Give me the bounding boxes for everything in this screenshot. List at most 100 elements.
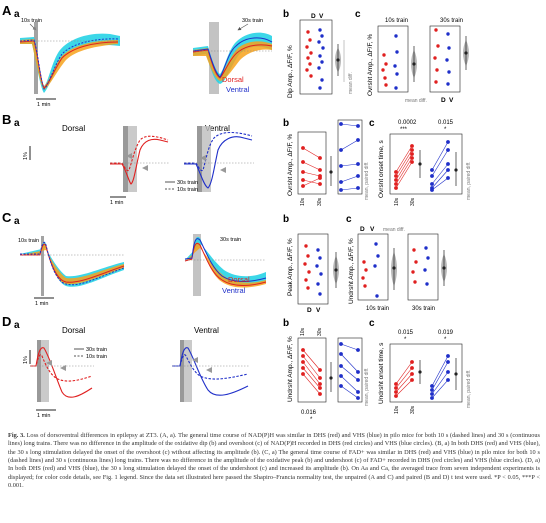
- data-point: [383, 76, 387, 80]
- panel-C-c-ylabel: Undrsht Amp., ΔF/F, %: [348, 238, 355, 304]
- panel-B-stim-bar-dorsal-dark: [123, 126, 128, 192]
- panel-C-dorsal-trace-30s: [184, 242, 267, 286]
- panel-D-c-ventral-pairs: [430, 354, 450, 400]
- panel-D-ventral-30s: [172, 347, 249, 396]
- panel-D-dorsal-10s: [30, 354, 93, 382]
- panel-B-c-p-left-stars: ***: [400, 127, 408, 133]
- panel-B-b-mean-diff-label: mean, paired diff.: [364, 161, 370, 200]
- panel-D-c-dorsal-pairs: [394, 360, 414, 398]
- panel-D-legend-10s: 10s train: [86, 354, 107, 360]
- panel-A-b-mean-diff: [335, 40, 345, 82]
- data-point: [394, 86, 398, 90]
- data-point: [435, 68, 439, 72]
- data-point: [384, 83, 388, 87]
- panel-C-c-10s-title: 10s train: [366, 306, 389, 312]
- panel-A-30s-arrow: [237, 23, 249, 31]
- panel-A-b-group-V: V: [319, 13, 324, 20]
- data-point: [306, 56, 310, 60]
- panel-B-legend-30s: 30s train: [177, 180, 198, 186]
- data-point: [319, 272, 323, 276]
- panel-A-c-right-points: [433, 28, 451, 86]
- panel-C-dorsal-band-10s: [20, 243, 124, 285]
- data-point: [394, 34, 398, 38]
- panel-A-c-10s-title: 10s train: [385, 18, 408, 24]
- panel-B-c-x-10s: 10s: [394, 197, 400, 206]
- panel-C-b-mean-diff: [333, 252, 339, 288]
- data-point: [309, 51, 313, 55]
- data-point: [373, 264, 377, 268]
- panel-C-30s-train-label: 30s train: [220, 237, 241, 243]
- panel-B: B a Dorsal Ventral 1% 30s train 10s trai…: [2, 112, 472, 206]
- panel-B-c-ventral-pairs: [430, 140, 450, 192]
- panel-B-c-x-30s: 30s: [410, 197, 416, 206]
- panel-D-c-p-right: 0.019: [438, 330, 454, 336]
- panel-B-ventral-10s: [184, 131, 253, 172]
- figure-caption: Fig. 3. Loss of dorsoventral differences…: [8, 432, 540, 490]
- data-point: [376, 254, 380, 258]
- data-point: [381, 68, 385, 72]
- panel-D-stim-bar-dorsal-dark: [37, 340, 41, 402]
- panel-A-c-left-points: [381, 34, 399, 90]
- panel-D-c-mean-diff-label: mean, paired diff.: [466, 369, 472, 408]
- panel-B-scale-time-label: 1 min: [110, 200, 123, 206]
- data-point: [374, 242, 378, 246]
- data-point: [318, 292, 322, 296]
- data-point: [303, 262, 307, 266]
- panel-A-scale-time-label: 1 min: [37, 102, 50, 108]
- panel-B-c-p-right: 0.015: [438, 120, 454, 126]
- panel-B-dorsal-onset-marker-30s: [142, 165, 148, 171]
- panel-B-b-axes-right: [337, 119, 363, 195]
- data-point: [318, 256, 322, 260]
- data-point: [308, 62, 312, 66]
- panel-C-label-c: c: [346, 214, 352, 225]
- panel-letter-D: D: [2, 314, 11, 329]
- panel-D-b-star: *: [310, 417, 313, 423]
- data-point: [320, 60, 324, 64]
- panel-D-dorsal-onset-marker-30s: [60, 365, 66, 371]
- panel-B-ventral-onset-marker-10s: [200, 155, 206, 161]
- data-point: [395, 72, 399, 76]
- panel-B-label-c: c: [369, 118, 375, 129]
- panel-D-title-ventral: Ventral: [194, 326, 219, 335]
- panel-D-b-axes-left: [297, 337, 327, 403]
- panel-C-c-axes-left: [357, 233, 389, 301]
- data-point: [316, 248, 320, 252]
- panel-D-b-p-left: 0.016: [301, 410, 317, 416]
- data-point: [412, 248, 416, 252]
- panel-A-c-ylabel: Ovrsht Amp., ΔF/F, %: [367, 34, 374, 96]
- panel-B-c-mean-diffs: [418, 150, 458, 186]
- panel-A-stim-bar-30s: [209, 22, 219, 94]
- panel-B-label-a: a: [14, 118, 20, 129]
- panel-D-ventral-onset-marker-30s: [206, 367, 212, 373]
- panel-C-legend-dorsal: Dorsal: [228, 275, 250, 284]
- panel-D-c-mean-diffs: [418, 358, 458, 390]
- data-point: [425, 282, 429, 286]
- panel-D-b-ventral-pairs: [339, 342, 360, 400]
- panel-A-b-axes: [299, 19, 333, 95]
- data-point: [305, 68, 309, 72]
- panel-B-c-p-left: 0.0002: [398, 120, 417, 126]
- data-point: [363, 284, 367, 288]
- data-point: [433, 56, 437, 60]
- panel-D-c-p-left: 0.015: [398, 330, 414, 336]
- data-point: [375, 294, 379, 298]
- panel-C-b-dorsal-points: [303, 244, 311, 290]
- panel-letter-B: B: [2, 112, 11, 127]
- panel-B-c-p-right-star: *: [444, 127, 447, 133]
- panel-A-legend-ventral: Ventral: [226, 85, 250, 94]
- data-point: [320, 78, 324, 82]
- data-point: [411, 270, 415, 274]
- data-point: [306, 254, 310, 258]
- panel-A-c-axes-right: [429, 25, 461, 93]
- panel-B-title-ventral: Ventral: [205, 124, 230, 133]
- data-point: [446, 32, 450, 36]
- panel-C-c-mean-diffs: [391, 248, 447, 290]
- panel-A-b-group-D: D: [311, 13, 316, 20]
- figure-panels: A a 10s train 30s train 1 min Dorsal Ven…: [2, 3, 472, 423]
- panel-C-c-axes-right: [407, 233, 439, 301]
- panel-C-b-axes: [297, 233, 329, 305]
- panel-D-c-axes: [389, 343, 463, 403]
- panel-A-ventral-trace-30s: [192, 37, 273, 78]
- panel-letter-C: C: [2, 210, 12, 225]
- figure-caption-label: Fig. 3.: [8, 432, 25, 439]
